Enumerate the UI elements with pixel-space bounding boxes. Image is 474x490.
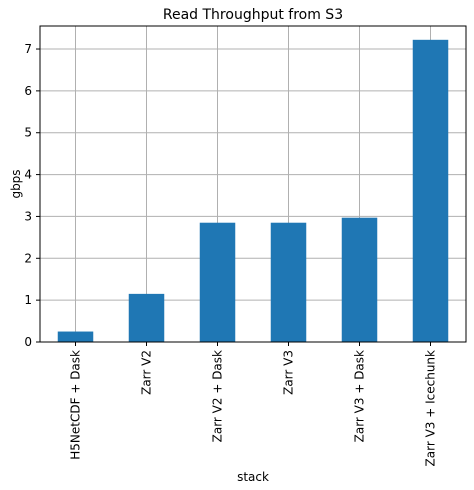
y-tick-label: 5: [24, 126, 32, 140]
bars: [57, 39, 449, 342]
x-tick-label: Zarr V2 + Dask: [211, 350, 225, 442]
y-tick-label: 1: [24, 293, 32, 307]
bar: [270, 222, 307, 342]
bar: [199, 222, 236, 342]
bar: [412, 39, 449, 342]
x-tick-label: Zarr V2: [140, 350, 154, 395]
y-axis-label: gbps: [9, 169, 23, 198]
x-tick-label: Zarr V3 + Dask: [353, 350, 367, 442]
grid-lines: [40, 26, 466, 343]
x-tick-label: Zarr V3 + Icechunk: [424, 350, 438, 467]
bar: [57, 331, 94, 342]
x-axis-ticks: H5NetCDF + Dask Zarr V2 Zarr V2 + Dask Zarr…: [69, 342, 438, 466]
bar: [341, 217, 378, 342]
y-tick-label: 2: [24, 251, 32, 265]
chart-title: Read Throughput from S3: [163, 7, 343, 23]
y-tick-label: 4: [24, 168, 32, 182]
x-tick-label: H5NetCDF + Dask: [69, 350, 83, 460]
plot-frame: [39, 25, 467, 343]
x-axis-label: stack: [237, 470, 269, 484]
y-tick-label: 0: [24, 335, 32, 349]
y-tick-label: 7: [24, 42, 32, 56]
bar: [128, 293, 165, 342]
y-tick-label: 3: [24, 209, 32, 223]
y-tick-label: 6: [24, 84, 32, 98]
y-axis-ticks: 0 1 2 3 4 5 6 7: [24, 42, 40, 349]
x-tick-label: Zarr V3: [282, 350, 296, 395]
